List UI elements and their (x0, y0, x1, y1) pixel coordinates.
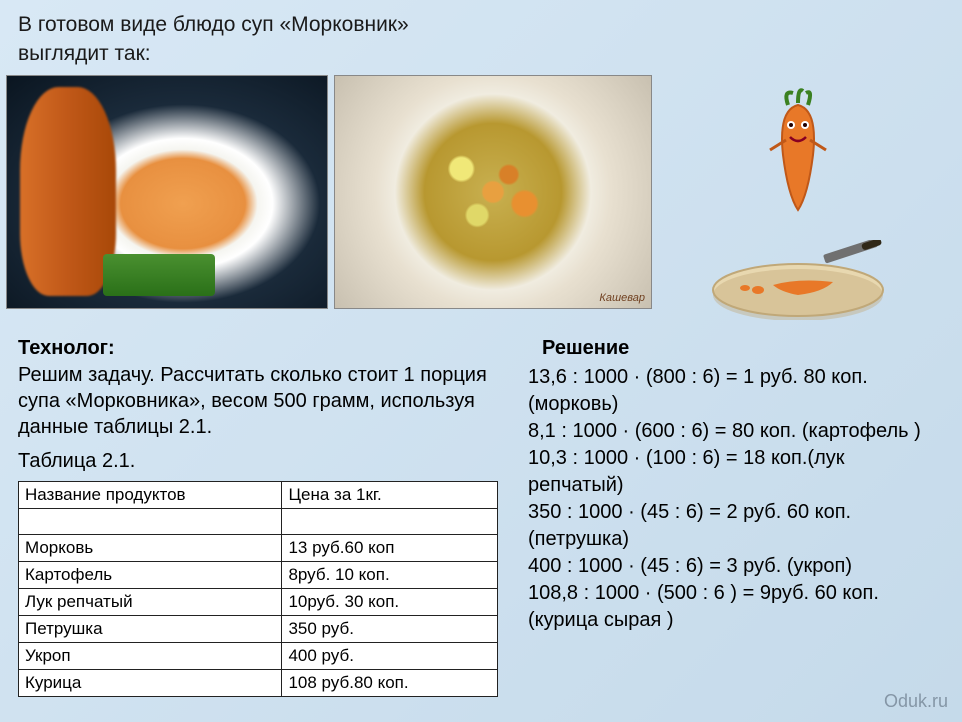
right-column: Решение 13,6 : 1000 · (800 : 6) = 1 руб.… (528, 337, 944, 697)
technolog-text: Решим задачу. Рассчитать сколько стоит 1… (18, 362, 498, 440)
main-content: Технолог: Решим задачу. Рассчитать сколь… (0, 325, 962, 697)
technolog-title: Технолог: (18, 337, 498, 360)
header-line2: выглядит так: (18, 39, 944, 68)
table-header: Цена за 1кг. (282, 481, 498, 508)
table-row: Картофель8руб. 10 коп. (19, 561, 498, 588)
solution-line: 13,6 : 1000 · (800 : 6) = 1 руб. 80 коп.… (528, 364, 944, 418)
table-row: Петрушка350 руб. (19, 615, 498, 642)
table-row: Укроп400 руб. (19, 642, 498, 669)
table-label: Таблица 2.1. (18, 450, 498, 473)
table-row: Лук репчатый10руб. 30 коп. (19, 588, 498, 615)
cutting-board-icon (698, 235, 898, 325)
price-table: Название продуктов Цена за 1кг. Морковь1… (18, 481, 498, 697)
table-header-row: Название продуктов Цена за 1кг. (19, 481, 498, 508)
left-column: Технолог: Решим задачу. Рассчитать сколь… (18, 337, 498, 697)
image-row: Кашевар (0, 75, 962, 325)
table-spacer-row (19, 508, 498, 534)
header-line1: В готовом виде блюдо суп «Морковник» (18, 10, 944, 39)
carrot-character-icon (743, 75, 853, 225)
soup-image-1 (6, 75, 328, 309)
watermark: Oduk.ru (884, 691, 948, 712)
solution-line: 8,1 : 1000 · (600 : 6) = 80 коп. (картоф… (528, 418, 944, 445)
solution-line: 350 : 1000 · (45 : 6) = 2 руб. 60 коп.(п… (528, 499, 944, 553)
soup-image-2: Кашевар (334, 75, 652, 309)
solution-title: Решение (528, 337, 944, 360)
slide-header: В готовом виде блюдо суп «Морковник» выг… (0, 0, 962, 75)
decor-column (658, 75, 938, 325)
solution-line: 108,8 : 1000 · (500 : 6 ) = 9руб. 60 коп… (528, 580, 944, 634)
solution-line: 400 : 1000 · (45 : 6) = 3 руб. (укроп) (528, 553, 944, 580)
photo-credit: Кашевар (599, 292, 645, 304)
solution-line: 10,3 : 1000 · (100 : 6) = 18 коп.(лук ре… (528, 445, 944, 499)
table-row: Курица108 руб.80 коп. (19, 669, 498, 696)
table-header: Название продуктов (19, 481, 282, 508)
table-row: Морковь13 руб.60 коп (19, 534, 498, 561)
